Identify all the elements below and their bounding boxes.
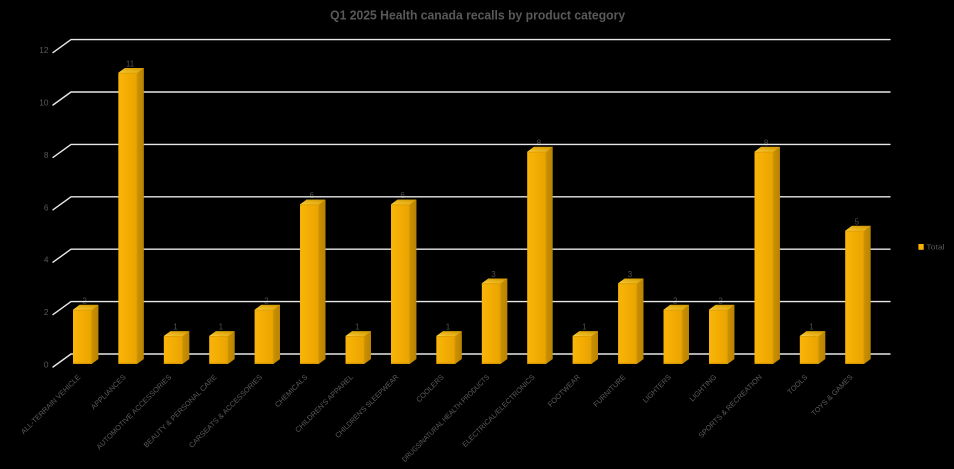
svg-text:1: 1 [446,323,451,332]
svg-text:6: 6 [44,202,49,212]
svg-text:10: 10 [39,98,49,108]
svg-text:2: 2 [264,296,269,305]
svg-text:2: 2 [718,296,723,305]
svg-text:Total: Total [926,243,945,252]
svg-text:11: 11 [126,59,135,68]
svg-text:12: 12 [39,45,49,55]
svg-text:5: 5 [855,217,860,226]
svg-text:1: 1 [809,323,814,332]
svg-text:Q1 2025 Health canada recalls: Q1 2025 Health canada recalls by product… [330,8,626,23]
svg-text:1: 1 [582,323,587,332]
svg-text:6: 6 [400,191,405,200]
svg-text:8: 8 [764,138,769,147]
svg-text:2: 2 [44,307,49,317]
svg-text:8: 8 [44,150,49,160]
svg-text:1: 1 [219,323,224,332]
svg-text:3: 3 [628,270,633,279]
svg-text:0: 0 [44,360,49,370]
svg-text:1: 1 [173,323,178,332]
svg-text:6: 6 [309,191,314,200]
svg-text:3: 3 [491,270,496,279]
svg-text:1: 1 [355,323,360,332]
svg-text:8: 8 [537,138,542,147]
svg-text:2: 2 [82,296,87,305]
svg-text:4: 4 [44,255,49,265]
svg-text:2: 2 [673,296,678,305]
